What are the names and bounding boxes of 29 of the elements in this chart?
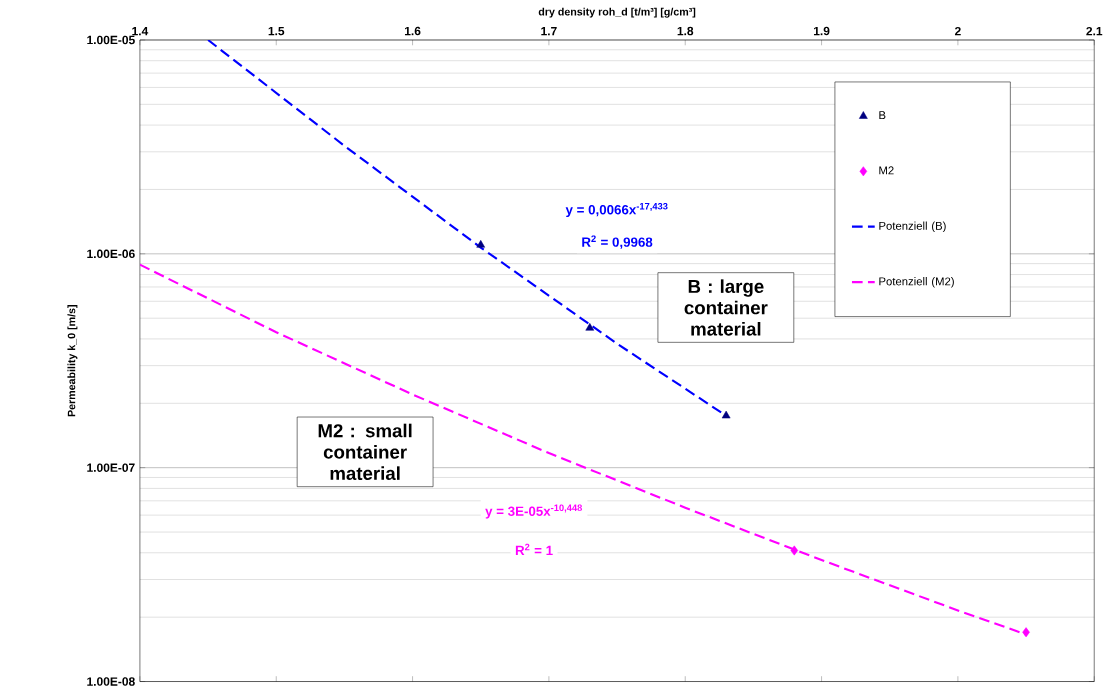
y-tick-label: 1.00E-06 [87, 249, 135, 259]
annotation: M2 : small container material [318, 423, 412, 481]
x-tick-label: 1.8 [677, 27, 694, 36]
y-tick-label: 1.00E-05 [87, 35, 135, 45]
y-axis-title: Permeability k_0 [m/s] [67, 305, 78, 417]
point [790, 545, 799, 556]
legend-label: M2 [879, 166, 894, 175]
x-tick-label: 1.5 [268, 27, 285, 36]
x-tick-label: 1.7 [541, 27, 557, 36]
annotation: y = 0,0066x$^{-17,433}$ [565, 203, 668, 218]
x-tick-label: 2.1 [1086, 27, 1103, 36]
legend-label: Potenziell (B) [879, 221, 946, 233]
x-tick-label: 1.9 [813, 27, 830, 36]
y-tick-label: 1.00E-08 [87, 677, 135, 687]
x-tick-label: 2 [954, 27, 961, 36]
point [585, 323, 595, 331]
y-tick-label: 1.00E-07 [87, 463, 135, 473]
legend-label: B [879, 111, 886, 120]
annotation: B : large container material [684, 279, 768, 336]
annotation: y = 3E-05x$^{-10,448}$ [485, 504, 582, 519]
x-axis-title: dry density roh_d [t/m³] [g/cm³] [538, 7, 696, 18]
point [721, 411, 731, 419]
point [1022, 627, 1030, 638]
legend-label: Potenziell (M2) [879, 277, 954, 288]
point [476, 240, 486, 248]
x-tick-label: 1.4 [132, 27, 149, 36]
annotation: R$^{2}$ = 0,9968 [582, 235, 653, 250]
x-tick-label: 1.6 [404, 27, 421, 36]
annotation: R$^{2}$ = 1 [515, 543, 553, 556]
